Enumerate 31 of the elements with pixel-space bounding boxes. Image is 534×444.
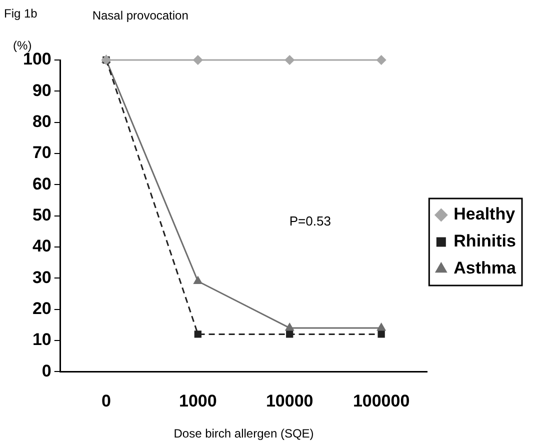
legend-label: Healthy (454, 204, 516, 224)
x-tick-label: 0 (101, 391, 111, 410)
y-axis-title: (%) (13, 38, 32, 52)
legend-label: Rhinitis (454, 232, 516, 251)
point (194, 276, 202, 284)
y-tick-label: 40 (32, 236, 52, 256)
point (376, 55, 386, 65)
annotation: P=0.53 (289, 214, 331, 229)
x-tick-label: 1000 (178, 391, 217, 410)
point (285, 323, 294, 331)
point (378, 330, 385, 338)
x-axis-title: Dose birch allergen (SQE) (174, 426, 314, 440)
point (377, 323, 386, 331)
caption: Fig 1b (4, 6, 38, 20)
x-tick-label: 10000 (266, 391, 314, 410)
y-tick-label: 30 (32, 268, 52, 287)
point (286, 330, 294, 338)
point (284, 55, 294, 65)
y-tick-label: 20 (32, 298, 52, 318)
y-tick-label: 0 (42, 361, 52, 380)
point (194, 330, 202, 338)
point (193, 55, 203, 65)
y-tick-label: 60 (32, 174, 52, 194)
y-tick-label: 50 (32, 205, 52, 224)
chart-title: Nasal provocation (92, 8, 188, 22)
y-tick-label: 70 (32, 143, 52, 162)
y-tick-label: 80 (32, 112, 52, 132)
y-tick-label: 90 (32, 80, 52, 100)
x-tick-label: 100000 (352, 391, 410, 410)
legend-label: Asthma (454, 258, 517, 278)
y-tick-label: 10 (32, 330, 52, 350)
